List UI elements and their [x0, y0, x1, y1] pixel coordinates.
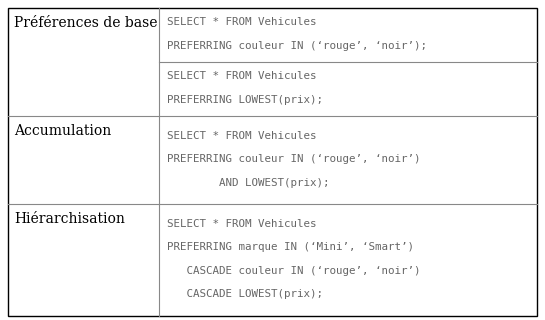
Text: PREFERRING LOWEST(prix);: PREFERRING LOWEST(prix);: [167, 95, 323, 105]
Text: CASCADE LOWEST(prix);: CASCADE LOWEST(prix);: [167, 289, 323, 299]
Text: Préférences de base: Préférences de base: [14, 16, 158, 30]
Text: SELECT * FROM Vehicules: SELECT * FROM Vehicules: [167, 131, 316, 141]
Text: AND LOWEST(prix);: AND LOWEST(prix);: [167, 178, 329, 188]
Text: PREFERRING couleur IN (‘rouge’, ‘noir’): PREFERRING couleur IN (‘rouge’, ‘noir’): [167, 154, 420, 164]
Text: SELECT * FROM Vehicules: SELECT * FROM Vehicules: [167, 71, 316, 82]
Text: Hiérarchisation: Hiérarchisation: [14, 212, 125, 226]
Text: PREFERRING marque IN (‘Mini’, ‘Smart’): PREFERRING marque IN (‘Mini’, ‘Smart’): [167, 243, 414, 252]
Text: SELECT * FROM Vehicules: SELECT * FROM Vehicules: [167, 219, 316, 229]
Text: SELECT * FROM Vehicules: SELECT * FROM Vehicules: [167, 18, 316, 28]
Text: PREFERRING couleur IN (‘rouge’, ‘noir’);: PREFERRING couleur IN (‘rouge’, ‘noir’);: [167, 41, 427, 51]
Text: Accumulation: Accumulation: [14, 124, 111, 138]
Text: CASCADE couleur IN (‘rouge’, ‘noir’): CASCADE couleur IN (‘rouge’, ‘noir’): [167, 266, 420, 276]
